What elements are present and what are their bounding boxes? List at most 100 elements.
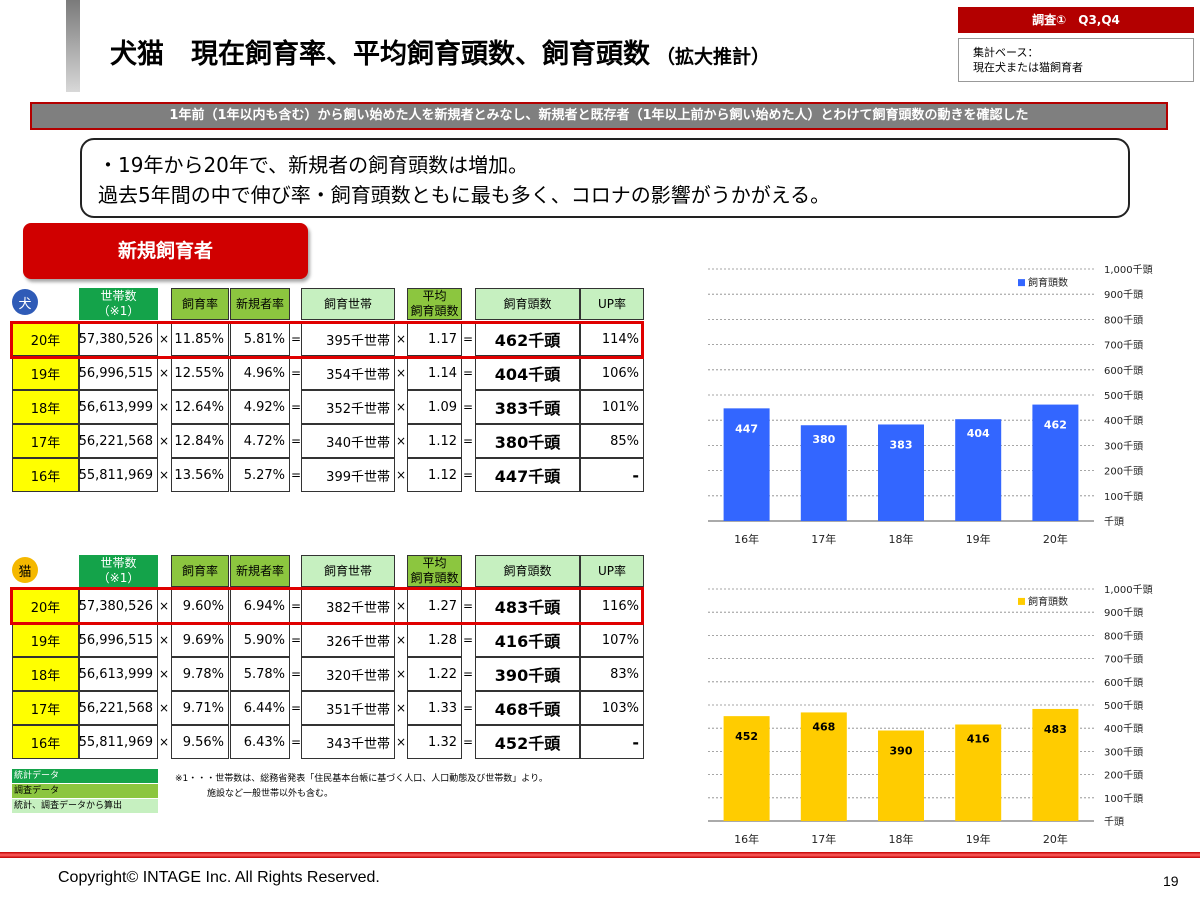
bar-20年: [1032, 708, 1079, 821]
cat-avg-cell: 1.33: [407, 691, 462, 725]
dog-header-avg: 平均 飼育頭数: [407, 288, 462, 320]
cat-header-rate: 飼育率: [171, 555, 229, 587]
base-value: 現在犬または猫飼育者: [973, 61, 1083, 74]
cat-header-avg-text-0: 平均: [422, 556, 447, 570]
dog-avg-cell: 1.17: [407, 322, 462, 356]
cat-header-avg: 平均 飼育頭数: [407, 555, 462, 587]
dog-header-avg-text-0: 平均: [422, 289, 447, 303]
bar-20年: [1032, 404, 1079, 521]
legend-calc-data: 統計、調査データから算出: [12, 799, 158, 813]
cat-header-up-text-0: UP率: [597, 563, 627, 578]
dog-equals-op: =: [290, 468, 302, 482]
dog-pet-households-cell: 399千世帯: [301, 458, 395, 492]
x-category-label: 16年: [734, 532, 759, 546]
y-tick-label: 100千頭: [1104, 491, 1143, 503]
copyright: Copyright© INTAGE Inc. All Rights Reserv…: [58, 869, 380, 886]
dog-households-cell: 57,380,526: [79, 322, 158, 356]
cat-header-households: 世帯数 （※1）: [79, 555, 158, 587]
cat-rate-cell: 9.60%: [171, 589, 229, 623]
dog-header-up-text-0: UP率: [597, 296, 627, 311]
y-tick-label: 300千頭: [1104, 440, 1143, 452]
dog-times-op: ×: [158, 468, 170, 482]
y-tick-label: 800千頭: [1104, 630, 1143, 642]
dog-households-cell: 55,811,969: [79, 458, 158, 492]
cat-times-op: ×: [158, 701, 170, 715]
cat-rate-cell: 9.56%: [171, 725, 229, 759]
y-tick-label: 200千頭: [1104, 770, 1143, 782]
dog-up-rate-cell: -: [580, 458, 644, 492]
bar-19年: [955, 419, 1002, 521]
cat-header-new-rate: 新規者率: [230, 555, 290, 587]
y-tick-label: 400千頭: [1104, 723, 1143, 735]
x-category-label: 19年: [966, 832, 991, 846]
dog-count-cell: 447千頭: [475, 458, 580, 492]
cat-times-op: ×: [395, 667, 407, 681]
dog-header-avg-text-1: 飼育頭数: [410, 304, 459, 318]
summary-line-1: ・19年から20年で、新規者の飼育頭数は増加。: [98, 153, 529, 177]
y-tick-label: 100千頭: [1104, 793, 1143, 805]
dog-times-op: ×: [395, 332, 407, 346]
dog-icon: 犬: [12, 289, 38, 315]
bar-17年: [800, 712, 847, 821]
cat-households-cell: 56,221,568: [79, 691, 158, 725]
cat-times-op: ×: [395, 701, 407, 715]
cat-year-cell: 16年: [12, 725, 79, 759]
cat-up-rate-cell: 116%: [580, 589, 644, 623]
base-label: 集計ベース：: [973, 46, 1039, 59]
y-tick-label: 700千頭: [1104, 654, 1143, 666]
cat-header-new-rate-text-0: 新規者率: [235, 563, 284, 578]
dog-equals-op: =: [462, 468, 474, 482]
dog-equals-op: =: [462, 434, 474, 448]
page-title: 犬猫 現在飼育率、平均飼育頭数、飼育頭数 （拡大推計）: [110, 32, 770, 71]
dog-new-rate-cell: 4.96%: [230, 356, 290, 390]
bar-17年: [800, 425, 847, 521]
dog-new-rate-cell: 5.81%: [230, 322, 290, 356]
x-category-label: 18年: [889, 832, 914, 846]
cat-rate-cell: 9.78%: [171, 657, 229, 691]
cat-new-rate-cell: 5.90%: [230, 623, 290, 657]
bar-value-label: 390: [890, 745, 913, 758]
title-accent-bar: [66, 0, 80, 92]
y-tick-label: 800千頭: [1104, 314, 1143, 326]
base-box: 集計ベース： 現在犬または猫飼育者: [958, 38, 1194, 82]
method-banner: 1年前（1年以内も含む）から飼い始めた人を新規者とみなし、新規者と既存者（1年以…: [30, 102, 1168, 130]
dog-header-pet-households: 飼育世帯: [301, 288, 395, 320]
cat-count-cell: 452千頭: [475, 725, 580, 759]
dog-rate-cell: 13.56%: [171, 458, 229, 492]
dog-equals-op: =: [462, 366, 474, 380]
dog-up-rate-cell: 85%: [580, 424, 644, 458]
x-category-label: 17年: [811, 532, 836, 546]
dog-year-cell: 16年: [12, 458, 79, 492]
dog-equals-op: =: [290, 434, 302, 448]
cat-up-rate-cell: -: [580, 725, 644, 759]
dog-count-cell: 380千頭: [475, 424, 580, 458]
cat-equals-op: =: [290, 599, 302, 613]
y-tick-label: 300千頭: [1104, 746, 1143, 758]
survey-tag: 調査① Q3,Q4: [958, 7, 1194, 33]
dog-times-op: ×: [158, 434, 170, 448]
x-category-label: 19年: [966, 532, 991, 546]
dog-up-rate-cell: 114%: [580, 322, 644, 356]
dog-times-op: ×: [158, 400, 170, 414]
dog-count-cell: 383千頭: [475, 390, 580, 424]
dog-bar-chart: 千頭 100千頭 200千頭 300千頭 400千頭 500千頭 600千頭 700千頭 800…: [708, 264, 1153, 546]
cat-households-cell: 55,811,969: [79, 725, 158, 759]
y-tick-label: 千頭: [1104, 816, 1124, 828]
cat-count-cell: 390千頭: [475, 657, 580, 691]
y-tick-label: 1,000千頭: [1104, 264, 1153, 276]
footnote-line-2: 施設など一般世帯以外も含む。: [207, 789, 334, 799]
dog-avg-cell: 1.09: [407, 390, 462, 424]
dog-new-rate-cell: 4.92%: [230, 390, 290, 424]
cat-new-rate-cell: 5.78%: [230, 657, 290, 691]
cat-equals-op: =: [462, 667, 474, 681]
cat-equals-op: =: [462, 701, 474, 715]
summary-line-2: 過去5年間の中で伸び率・飼育頭数ともに最も多く、コロナの影響がうかがえる。: [98, 183, 831, 207]
cat-count-cell: 416千頭: [475, 623, 580, 657]
dog-up-rate-cell: 101%: [580, 390, 644, 424]
cat-icon: 猫: [12, 557, 38, 583]
dog-pet-households-cell: 340千世帯: [301, 424, 395, 458]
cat-pet-households-cell: 326千世帯: [301, 623, 395, 657]
cat-year-cell: 20年: [12, 589, 79, 623]
cat-times-op: ×: [395, 599, 407, 613]
cat-equals-op: =: [290, 701, 302, 715]
